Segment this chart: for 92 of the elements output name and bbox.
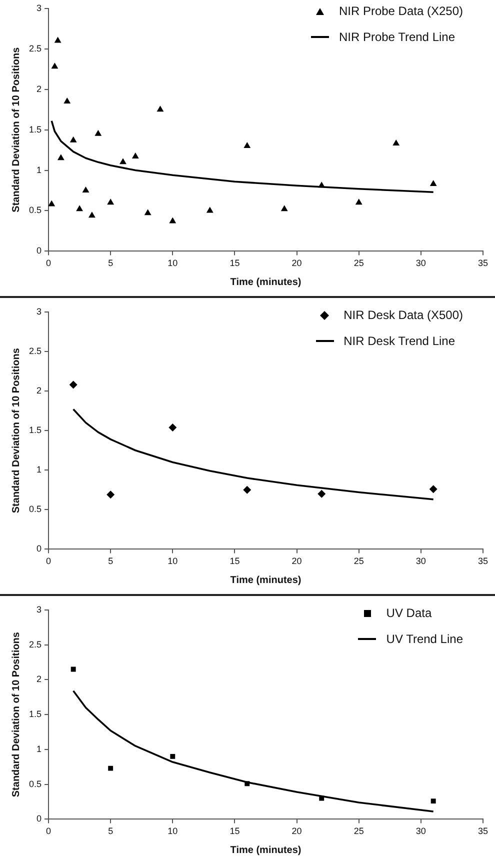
point bbox=[429, 485, 438, 494]
y-tick-label: 2 bbox=[36, 674, 42, 684]
point bbox=[318, 182, 326, 188]
point bbox=[54, 36, 62, 43]
point bbox=[132, 152, 139, 159]
x-tick-label: 35 bbox=[478, 826, 488, 836]
y-tick-label: 1.5 bbox=[28, 709, 42, 720]
x-tick-label: 25 bbox=[354, 556, 364, 566]
y-tick-label: 1 bbox=[36, 164, 42, 175]
y-tick-label: 0.5 bbox=[28, 205, 42, 216]
legend-label: NIR Desk Trend Line bbox=[344, 334, 456, 348]
point bbox=[170, 754, 176, 759]
point bbox=[318, 490, 326, 498]
y-tick-label: 1 bbox=[36, 744, 42, 754]
point bbox=[70, 136, 77, 142]
y-tick-label: 3 bbox=[36, 2, 42, 13]
legend-label: NIR Desk Data (X500) bbox=[344, 308, 463, 322]
x-tick-label: 35 bbox=[478, 556, 488, 566]
x-tick-label: 15 bbox=[230, 258, 240, 268]
y-tick-label: 2 bbox=[36, 84, 42, 94]
y-tick-label: 0.5 bbox=[28, 504, 42, 514]
point bbox=[107, 198, 114, 205]
y-tick-label: 2.5 bbox=[28, 639, 42, 650]
y-axis-title: Standard Deviation of 10 Positions bbox=[10, 46, 22, 212]
x-tick-label: 0 bbox=[46, 826, 52, 836]
x-axis-title: Time (minutes) bbox=[230, 276, 302, 288]
point bbox=[169, 217, 176, 224]
y-tick-label: 3 bbox=[36, 604, 42, 614]
point bbox=[355, 198, 362, 205]
x-axis-title: Time (minutes) bbox=[230, 574, 302, 586]
x-tick-label: 30 bbox=[416, 826, 426, 836]
point bbox=[51, 62, 58, 69]
y-tick-label: 1 bbox=[36, 464, 42, 475]
point bbox=[94, 130, 102, 136]
y-tick-label: 1.5 bbox=[28, 124, 42, 134]
y-tick-label: 0 bbox=[36, 246, 42, 256]
point bbox=[156, 106, 164, 112]
point bbox=[168, 423, 177, 432]
y-tick-label: 0 bbox=[36, 544, 42, 554]
point bbox=[243, 486, 252, 494]
y-tick-label: 2.5 bbox=[28, 346, 42, 356]
x-tick-label: 25 bbox=[354, 826, 364, 836]
point bbox=[69, 380, 78, 389]
point bbox=[244, 781, 250, 786]
x-tick-label: 15 bbox=[230, 556, 240, 566]
x-tick-label: 0 bbox=[46, 556, 52, 566]
legend-label: NIR Probe Trend Line bbox=[338, 30, 455, 44]
x-tick-label: 5 bbox=[108, 556, 114, 566]
point bbox=[108, 766, 114, 771]
point bbox=[70, 666, 76, 672]
point bbox=[430, 798, 436, 804]
x-tick-label: 25 bbox=[354, 258, 364, 268]
point bbox=[57, 154, 64, 160]
x-tick-label: 15 bbox=[230, 826, 240, 836]
point bbox=[120, 158, 126, 164]
point bbox=[319, 796, 324, 801]
y-tick-label: 0.5 bbox=[28, 778, 42, 789]
x-tick-label: 5 bbox=[108, 826, 114, 836]
point bbox=[106, 490, 115, 499]
point bbox=[206, 206, 214, 213]
point bbox=[48, 200, 56, 206]
y-tick-label: 1.5 bbox=[28, 425, 42, 436]
point bbox=[64, 97, 71, 104]
point bbox=[392, 140, 400, 146]
legend-label: NIR Probe Data (X250) bbox=[338, 4, 463, 18]
point bbox=[82, 186, 90, 192]
x-tick-label: 10 bbox=[168, 258, 178, 268]
x-tick-label: 10 bbox=[168, 826, 178, 836]
point bbox=[244, 142, 251, 148]
y-tick-label: 0 bbox=[36, 814, 42, 824]
x-tick-label: 20 bbox=[292, 556, 302, 566]
x-tick-label: 20 bbox=[292, 258, 302, 268]
y-tick-label: 2 bbox=[36, 386, 42, 396]
x-axis-title: Time (minutes) bbox=[230, 844, 302, 856]
point bbox=[76, 205, 84, 212]
x-tick-label: 0 bbox=[46, 258, 52, 268]
y-axis-title: Standard Deviation of 10 Positions bbox=[10, 348, 22, 514]
point bbox=[280, 205, 288, 212]
y-tick-label: 2.5 bbox=[28, 43, 42, 54]
point bbox=[88, 212, 96, 218]
point bbox=[430, 180, 437, 186]
legend-label: UV Trend Line bbox=[386, 632, 463, 646]
y-axis-title: Standard Deviation of 10 Positions bbox=[10, 632, 22, 798]
x-tick-label: 10 bbox=[168, 556, 178, 566]
x-tick-label: 5 bbox=[108, 258, 114, 268]
legend-label: UV Data bbox=[386, 606, 432, 620]
x-tick-label: 30 bbox=[416, 258, 426, 268]
x-tick-label: 20 bbox=[292, 826, 302, 836]
x-tick-label: 30 bbox=[416, 556, 426, 566]
x-tick-label: 35 bbox=[478, 258, 488, 268]
point bbox=[144, 209, 152, 216]
y-tick-label: 3 bbox=[36, 306, 42, 316]
